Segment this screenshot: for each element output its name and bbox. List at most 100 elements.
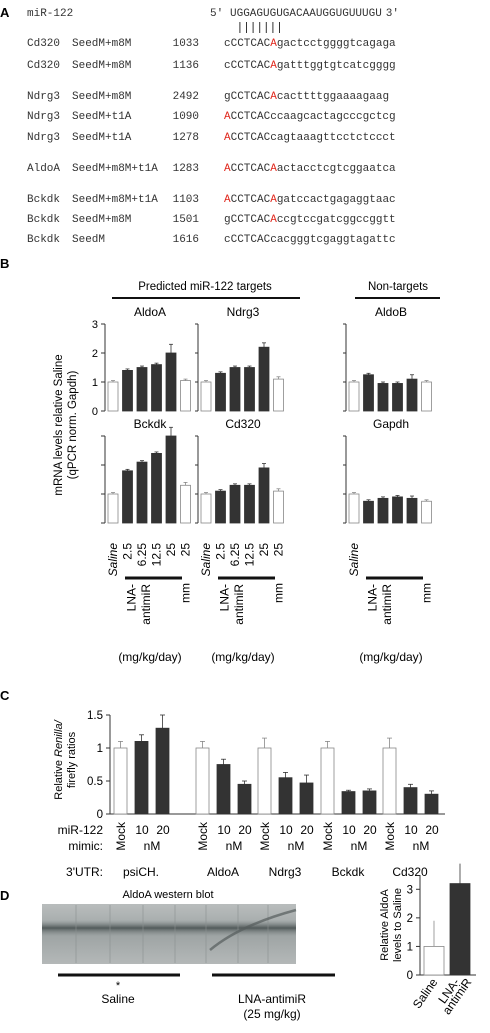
bar-25 [258,346,270,412]
bar-6.25 [136,367,148,412]
site-type: SeedM+m8M [72,91,131,103]
x-label-saline: Saline [199,543,213,577]
site-position: 1136 [173,60,199,72]
site-position: 1103 [173,194,199,206]
dose-10-label: 10 [217,823,231,837]
dose-10-label: 10 [342,823,356,837]
bar-2.5 [122,369,133,412]
mock-label: Mock [258,821,272,851]
chart-title: Cd320 [225,417,261,431]
nm-label: nM [351,839,368,853]
x-label-dose: 6.25 [228,543,242,567]
bar-Bckdk-10 [341,791,356,815]
saline-group-label: Saline [101,992,135,1006]
bar-Ndrg3-Mock [257,747,272,815]
panel-b-charts: AldoA 0 1 2 3 Ndrg3 AldoB Bckdk Cd320 Gapdh Saline… [92,305,434,664]
site-sequence: cCCTCACAgactcctggggtcagaga [224,38,396,50]
bar-Saline [348,493,360,524]
dose-20-label: 20 [156,823,170,837]
chart-title: Ndrg3 [227,305,260,319]
mock-label: Mock [321,821,335,851]
svg-text:(qPCR norm. Gapdh): (qPCR norm. Gapdh) [67,371,79,480]
blot-title: AldoA western blot [122,889,213,901]
site-gene: Ndrg3 [27,132,60,144]
x-label-dose: 2.5 [121,543,135,560]
bar-12.5 [392,383,403,412]
nm-label: nM [144,839,161,853]
mir-sequence: UGGAGUGUGACAAUGGUGUUUGU [230,8,382,20]
y-tick-label: 1 [407,941,413,953]
y-tick-label: 0 [97,809,103,821]
svg-text:mRNA levels relative Saline: mRNA levels relative Saline [53,354,65,495]
site-gene: Cd320 [27,38,60,50]
qpcr-chart-aldoa: AldoA 0 1 2 3 [92,305,191,418]
row-label-utr: 3'UTR: [66,865,103,879]
y-tick-label: 2 [92,348,98,360]
utr-label: AldoA [207,865,239,879]
row-label-mimic: mimic: [68,839,103,853]
bar-Cd320-10 [403,787,418,815]
bar-psiCH--10 [134,741,149,815]
site-type: SeedM+m8M [72,60,131,72]
bar-25 [258,467,270,524]
site-sequence: ACCTCACcagtaaagttcctctccct [224,132,396,144]
y-tick-label: 3 [407,884,413,896]
bar-Cd320-20 [424,793,439,815]
x-label-dose: 2.5 [214,543,228,560]
bar-Saline [423,946,445,976]
x-label-lna: LNA- [366,584,380,611]
site-sequence: gCCTCACAccgtccgatcggccggtt [224,214,396,226]
qpcr-chart-bckdk: Bckdk [101,417,191,524]
bar-Saline [107,493,119,524]
nontargets-group-label: Non-targets [368,281,428,293]
bar-Cd320-Mock [382,747,397,815]
mock-label: Mock [114,821,128,851]
site-type: SeedM+m8M [72,214,131,226]
site-gene: Bckdk [27,234,60,246]
site-gene: Bckdk [27,194,60,206]
svg-text:firefly ratios: firefly ratios [66,731,78,788]
nm-label: nM [413,839,430,853]
dose-20-label: 20 [363,823,377,837]
bar-25 [165,435,177,524]
bar-6.25 [377,497,389,524]
site-position: 1616 [173,234,199,246]
x-label-mm-dose: 25 [272,543,286,557]
bar-Saline [200,381,212,412]
y-tick-label: 1 [92,377,98,389]
bar-Saline [348,381,360,412]
site-type: SeedM+m8M+t1A [72,194,158,206]
x-label-mm: mm [179,583,193,603]
mock-label: Mock [196,821,210,851]
unit-label: (mg/kg/day) [359,650,422,664]
y-tick-label: 0.5 [87,776,103,788]
dose-10-label: 10 [279,823,293,837]
site-gene: Ndrg3 [27,111,60,123]
x-label-dose: 25 [164,543,178,557]
chart-title: AldoB [375,305,407,319]
bar-Ndrg3-20 [299,782,314,815]
panel-b-label: B [0,256,9,271]
dose-20-label: 20 [425,823,439,837]
bar-2.5 [215,490,226,524]
utr-label: Bckdk [332,865,366,879]
site-position: 1283 [173,163,199,175]
western-blot-image [42,904,297,964]
targets-group-label: Predicted miR-122 targets [138,281,272,293]
x-label-mm-dose: 25 [179,543,193,557]
y-tick-label: 2 [407,913,413,925]
mir-5prime: 5' [210,8,223,20]
qpcr-chart-cd320: Cd320 [195,417,284,524]
bar-25 [165,352,177,412]
mir-name: miR-122 [27,8,73,20]
site-position: 1278 [173,132,199,144]
bar-psiCH--Mock [113,747,128,815]
utr-label: Ndrg3 [269,865,302,879]
site-type: SeedM+m8M+t1A [72,163,158,175]
bar-2.5 [363,500,374,524]
bar-mm-25 [421,381,432,412]
site-sequence: ACCTCACAactacctcgtcggaatca [224,163,396,175]
